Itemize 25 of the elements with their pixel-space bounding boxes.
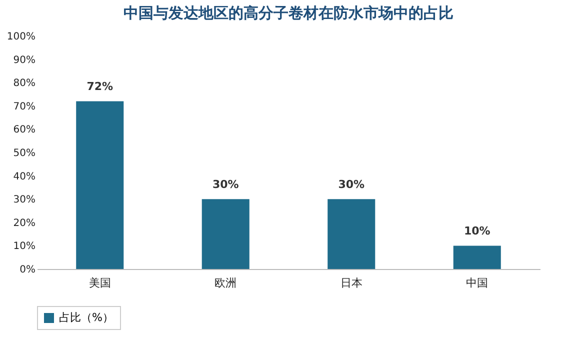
- x-tick-label: 美国: [88, 276, 111, 290]
- y-tick-label: 70%: [13, 101, 36, 112]
- y-tick-label: 30%: [13, 194, 36, 206]
- y-tick-label: 100%: [6, 32, 36, 42]
- data-label: 10%: [464, 224, 490, 238]
- bar: [202, 199, 250, 269]
- y-tick-label: 50%: [13, 148, 36, 159]
- y-tick-label: 0%: [20, 264, 36, 276]
- chart-title: 中国与发达地区的高分子卷材在防水市场中的占比: [124, 4, 454, 22]
- data-label: 30%: [212, 178, 239, 192]
- bar: [76, 101, 124, 269]
- bar: [453, 246, 501, 269]
- y-tick-label: 10%: [13, 241, 36, 252]
- x-tick-label: 欧洲: [214, 276, 237, 290]
- legend-label: 占比（%）: [59, 311, 114, 324]
- y-tick-label: 20%: [13, 218, 36, 229]
- bar: [328, 199, 376, 269]
- y-tick-label: 80%: [13, 78, 36, 90]
- y-tick-label: 40%: [13, 171, 36, 182]
- y-tick-label: 60%: [13, 124, 36, 136]
- x-tick-label: 日本: [340, 276, 362, 290]
- x-tick-label: 中国: [466, 276, 488, 290]
- y-tick-label: 90%: [13, 54, 36, 66]
- data-label: 72%: [86, 80, 114, 94]
- data-label: 30%: [338, 178, 365, 192]
